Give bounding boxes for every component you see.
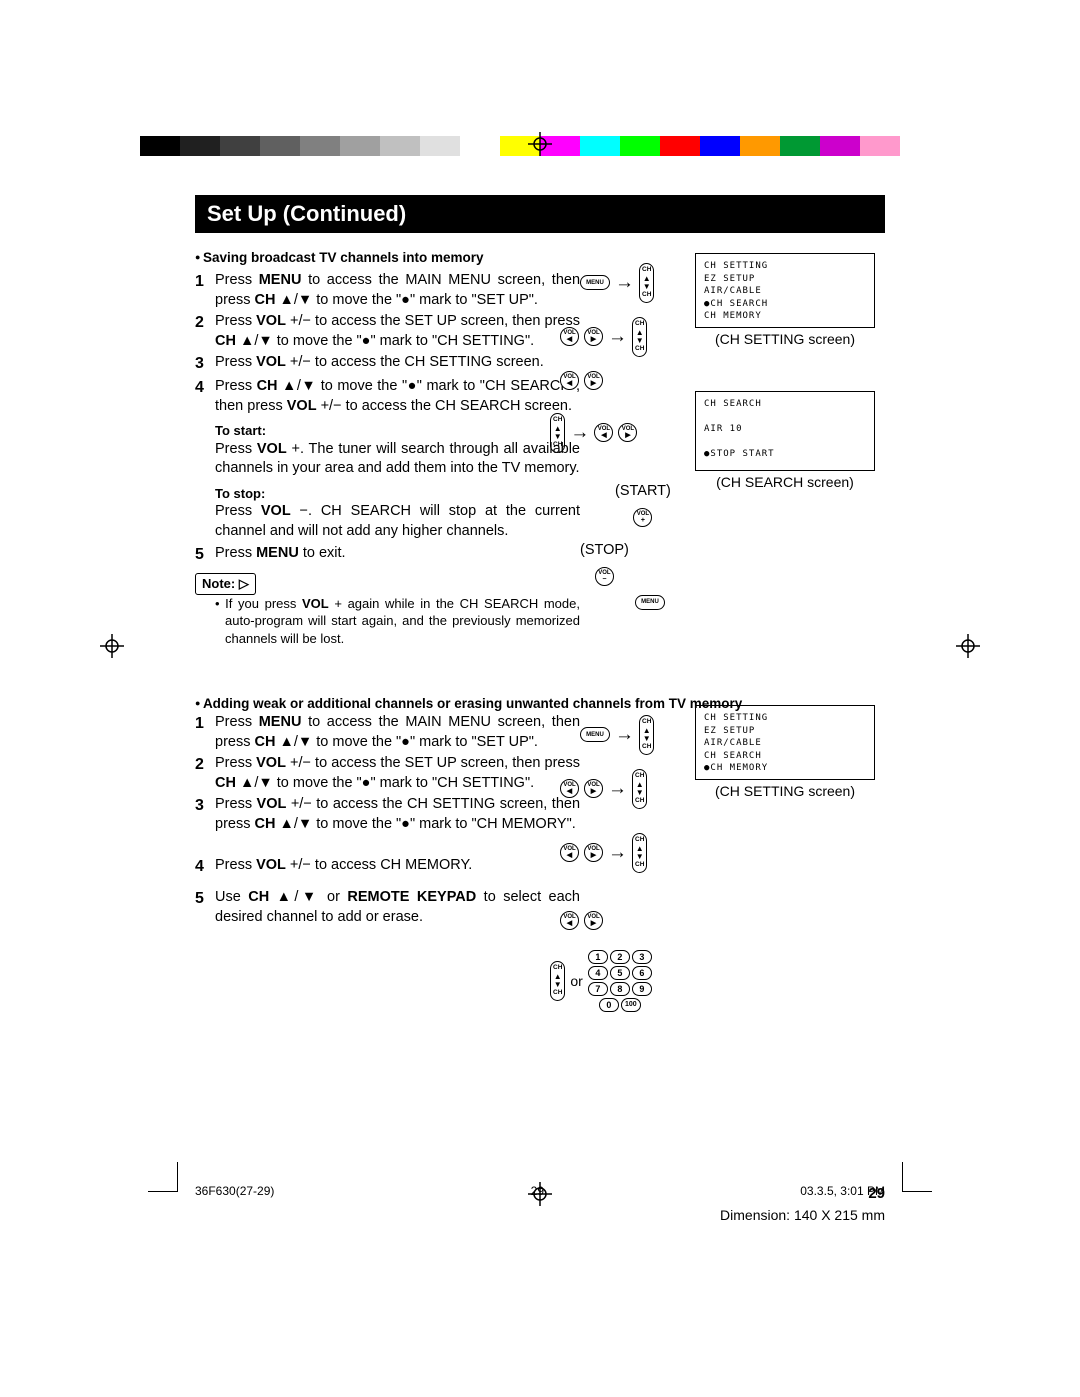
step-text: Press VOL +/− to access the SET UP scree… <box>215 312 580 351</box>
crop-mark <box>148 1162 178 1192</box>
ch-up-down-icon: CH▲▼CH <box>639 263 654 303</box>
step-text: Press VOL +/− to access CH MEMORY. <box>215 856 580 878</box>
step-num: 1 <box>195 713 215 752</box>
stop-label: (STOP) VOL− <box>580 541 629 586</box>
screen-caption: (CH SETTING screen) <box>695 330 875 349</box>
vol-plus-icon: VOL▶ <box>584 371 603 390</box>
button-flow-row: CH▲▼CH or 123 456 789 0100 <box>550 949 652 1013</box>
button-flow-row: VOL◀ VOL▶ <box>560 911 603 930</box>
footer-center: 29 <box>531 1184 544 1198</box>
menu-button-icon: MENU <box>635 589 665 610</box>
step-text: Press CH ▲/▼ to move the "●" mark to "CH… <box>215 377 580 416</box>
vol-plus-icon: VOL+ <box>633 508 652 527</box>
registration-mark-top <box>528 132 552 156</box>
button-flow-row: VOL◀ VOL▶ → CH▲▼CH <box>560 833 647 873</box>
print-footer: 36F630(27-29) 29 03.3.5, 3:01 PM <box>195 1184 885 1198</box>
step-text: Press MENU to access the MAIN MENU scree… <box>215 713 580 752</box>
step-text: Use CH ▲/▼ or REMOTE KEYPAD to select ea… <box>215 888 580 927</box>
ch-setting-screen: CH SETTING EZ SETUP AIR/CABLE ●CH SEARCH… <box>695 253 875 328</box>
footer-right: 03.3.5, 3:01 PM <box>800 1184 885 1198</box>
dimension-label: Dimension: 140 X 215 mm <box>720 1207 885 1223</box>
registration-mark-right <box>956 634 980 658</box>
screen-caption: (CH SETTING screen) <box>695 782 875 801</box>
arrow-icon: → <box>608 324 627 350</box>
vol-minus-icon: VOL− <box>595 567 614 586</box>
arrow-icon: → <box>615 722 634 748</box>
step-text: Press MENU to access the MAIN MENU scree… <box>215 271 580 310</box>
step-text: Press VOL +/− to access the CH SETTING s… <box>215 795 580 834</box>
step-num: 5 <box>195 544 215 566</box>
section1-heading: Saving broadcast TV channels into memory <box>195 249 580 267</box>
step-num: 4 <box>195 856 215 878</box>
note-label: Note: ▷ <box>195 573 256 595</box>
ch-search-screen: CH SEARCH AIR 10 ●STOP START <box>695 391 875 471</box>
to-stop-text: Press VOL −. CH SEARCH will stop at the … <box>215 502 580 541</box>
registration-mark-left <box>100 634 124 658</box>
vol-minus-icon: VOL◀ <box>560 843 579 862</box>
vol-minus-icon: VOL◀ <box>560 327 579 346</box>
screen-caption: (CH SEARCH screen) <box>695 473 875 492</box>
crop-mark <box>902 1162 932 1192</box>
vol-plus-icon: VOL▶ <box>584 779 603 798</box>
to-start-label: To start: <box>215 422 580 440</box>
ch-up-down-icon: CH▲▼CH <box>632 833 647 873</box>
step-num: 2 <box>195 754 215 793</box>
vol-plus-icon: VOL▶ <box>584 911 603 930</box>
start-label: (START) VOL+ <box>615 482 671 527</box>
or-label: or <box>570 972 582 991</box>
arrow-icon: → <box>615 270 634 296</box>
page-content: Set Up (Continued) Saving broadcast TV c… <box>195 195 885 1202</box>
to-stop-label: To stop: <box>215 485 580 503</box>
ch-up-down-icon: CH▲▼CH <box>632 769 647 809</box>
ch-up-down-icon: CH▲▼CH <box>550 413 565 453</box>
button-flow-row: VOL◀ VOL▶ <box>560 371 603 390</box>
vol-plus-icon: VOL▶ <box>584 327 603 346</box>
arrow-icon: → <box>608 840 627 866</box>
arrow-icon: → <box>608 776 627 802</box>
remote-keypad-icon: 123 456 789 0100 <box>588 949 652 1013</box>
footer-left: 36F630(27-29) <box>195 1184 274 1198</box>
step-num: 1 <box>195 271 215 310</box>
vol-minus-icon: VOL◀ <box>594 423 613 442</box>
button-flow-row: VOL◀ VOL▶ → CH▲▼CH <box>560 769 647 809</box>
step-num: 2 <box>195 312 215 351</box>
menu-button-icon: MENU <box>580 727 610 742</box>
note-text: • If you press VOL + again while in the … <box>215 595 580 648</box>
arrow-icon: → <box>570 420 589 446</box>
page-title: Set Up (Continued) <box>195 195 885 233</box>
step-num: 4 <box>195 377 215 416</box>
button-flow-row: MENU → CH▲▼CH <box>580 263 654 303</box>
vol-plus-icon: VOL▶ <box>618 423 637 442</box>
step-text: Press VOL +/− to access the CH SETTING s… <box>215 353 580 375</box>
button-flow-row: CH▲▼CH → VOL◀ VOL▶ <box>550 413 637 453</box>
ch-up-down-icon: CH▲▼CH <box>550 961 565 1001</box>
step-num: 3 <box>195 353 215 375</box>
step-text: Press VOL +/− to access the SET UP scree… <box>215 754 580 793</box>
vol-minus-icon: VOL◀ <box>560 911 579 930</box>
to-start-text: Press VOL +. The tuner will search throu… <box>215 440 580 479</box>
vol-minus-icon: VOL◀ <box>560 371 579 390</box>
button-flow-row: VOL◀ VOL▶ → CH▲▼CH <box>560 317 647 357</box>
ch-up-down-icon: CH▲▼CH <box>639 715 654 755</box>
vol-plus-icon: VOL▶ <box>584 843 603 862</box>
step-num: 3 <box>195 795 215 834</box>
ch-setting-screen-2: CH SETTING EZ SETUP AIR/CABLE CH SEARCH … <box>695 705 875 780</box>
menu-button-icon: MENU <box>580 275 610 290</box>
vol-minus-icon: VOL◀ <box>560 779 579 798</box>
ch-up-down-icon: CH▲▼CH <box>632 317 647 357</box>
step-text: Press MENU to exit. <box>215 544 580 566</box>
button-flow-row: MENU → CH▲▼CH <box>580 715 654 755</box>
step-num: 5 <box>195 888 215 927</box>
